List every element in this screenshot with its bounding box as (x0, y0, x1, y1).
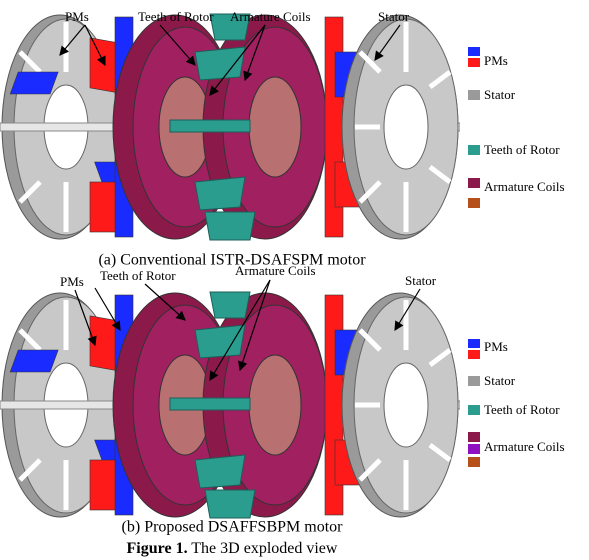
figure: PMs Teeth of Rotor Armature Coils Stator… (0, 0, 589, 560)
legend-label: Armature Coils (484, 439, 565, 454)
callout: Stator (405, 273, 437, 288)
legend-label: Teeth of Rotor (484, 142, 560, 157)
legend-label: PMs (484, 339, 508, 354)
motor-drawing (0, 292, 460, 518)
legend-label: PMs (484, 53, 508, 68)
motor-drawing (0, 14, 460, 240)
callout: Teeth of Rotor (100, 268, 176, 283)
callout: Teeth of Rotor (138, 9, 214, 24)
figure-text: The 3D exploded view (191, 540, 338, 557)
callout: Stator (378, 9, 410, 24)
callout: Armature Coils (230, 9, 311, 24)
legend-label: Stator (484, 373, 516, 388)
panel-a: PMs Teeth of Rotor Armature Coils Stator… (0, 9, 565, 269)
callout: PMs (65, 9, 89, 24)
callout: PMs (60, 274, 84, 289)
callout: Armature Coils (235, 263, 316, 278)
panel-caption: (b) Proposed DSAFFSBPM motor (122, 519, 344, 536)
legend: PMs Stator Teeth of Rotor Armature Coils (468, 339, 565, 467)
legend-label: Armature Coils (484, 179, 565, 194)
legend: PMs Stator Teeth of Rotor Armature Coils (468, 47, 565, 208)
panel-caption: (a) Conventional ISTR-DSAFSPM motor (98, 252, 366, 269)
figure-caption: Figure 1. The 3D exploded view (127, 540, 338, 557)
legend-label: Teeth of Rotor (484, 402, 560, 417)
legend-label: Stator (484, 87, 516, 102)
panel-b: PMs Teeth of Rotor Armature Coils Stator… (0, 263, 565, 536)
figure-label: Figure 1. (127, 540, 188, 557)
